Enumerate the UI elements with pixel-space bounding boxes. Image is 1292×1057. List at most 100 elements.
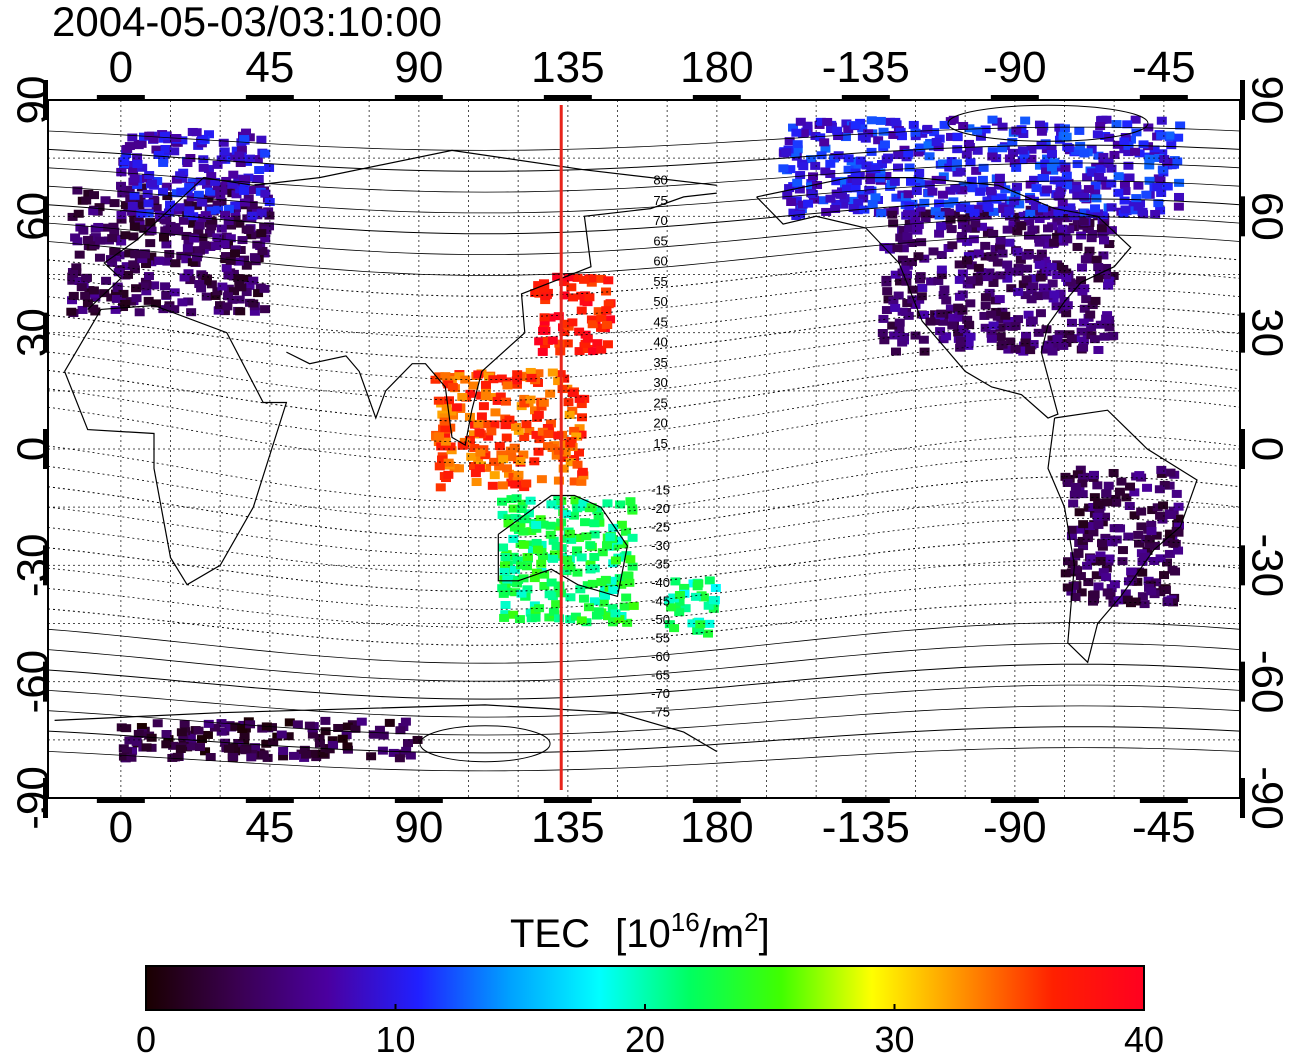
- tec-cell: [1035, 273, 1046, 282]
- tec-cell: [978, 163, 989, 172]
- magnetic-contour: [48, 538, 1240, 593]
- tec-cell: [164, 250, 175, 259]
- tec-cell: [881, 171, 892, 180]
- tec-cell: [1054, 262, 1065, 271]
- contour-label: -65: [651, 668, 670, 683]
- tec-cell: [1079, 304, 1090, 313]
- tec-cell: [200, 211, 211, 220]
- tec-cell: [898, 225, 909, 234]
- tec-cell: [157, 187, 168, 196]
- tec-cell: [791, 128, 802, 137]
- tec-cell: [1165, 529, 1176, 538]
- coastline-path: [497, 494, 629, 598]
- tec-cell: [307, 749, 318, 758]
- tec-cell: [553, 312, 564, 321]
- tec-cell: [891, 193, 902, 202]
- tec-cell: [893, 291, 904, 300]
- tec-cell: [1172, 157, 1183, 166]
- tec-cell: [1065, 203, 1076, 212]
- tec-cell: [537, 427, 548, 436]
- tec-cell: [951, 159, 962, 168]
- right-tick-label: 0: [1242, 437, 1291, 461]
- tec-cell: [1072, 242, 1083, 251]
- tec-cell: [603, 300, 614, 309]
- tec-cell: [1166, 510, 1177, 519]
- tec-cell: [1086, 554, 1097, 563]
- tec-cell: [610, 609, 621, 618]
- tec-cell: [478, 402, 489, 411]
- tec-cell: [966, 261, 977, 270]
- tec-cell: [608, 523, 619, 532]
- tec-cell: [67, 296, 78, 305]
- tec-cell: [1133, 202, 1144, 211]
- tec-cell: [511, 380, 522, 389]
- tec-cell: [88, 207, 99, 216]
- bottom-tick-mark: [990, 798, 1039, 803]
- tec-cell: [189, 234, 200, 243]
- timestamp-title: 2004-05-03/03:10:00: [52, 0, 442, 45]
- tec-cell: [1146, 520, 1157, 529]
- tec-cell: [615, 500, 626, 509]
- tec-cell: [1068, 283, 1079, 292]
- tec-cell: [221, 264, 232, 273]
- contour-label: -15: [651, 483, 670, 498]
- tec-cell: [539, 570, 550, 579]
- tec-cell: [1004, 238, 1015, 247]
- tec-cell: [571, 432, 582, 441]
- tec-cell: [1079, 192, 1090, 201]
- contour-label: 60: [653, 254, 667, 269]
- tec-cell: [534, 435, 545, 444]
- tec-cell: [1028, 274, 1039, 283]
- contour-label: 75: [653, 193, 667, 208]
- tec-cell: [908, 209, 919, 218]
- tec-cell: [1156, 131, 1167, 140]
- tec-cell: [1017, 156, 1028, 165]
- tec-cell: [1063, 143, 1074, 152]
- tec-cell: [523, 509, 534, 518]
- tec-cell: [278, 752, 289, 761]
- tec-cell: [1175, 121, 1186, 130]
- tec-cell: [1041, 345, 1052, 354]
- tec-cell: [1090, 204, 1101, 213]
- tec-cell: [1095, 551, 1106, 560]
- tec-cell: [531, 538, 542, 547]
- tec-cell: [1101, 314, 1112, 323]
- tec-cell: [497, 584, 508, 593]
- tec-cell: [204, 229, 215, 238]
- left-tick-label: 0: [9, 437, 58, 461]
- tec-cell: [433, 396, 444, 405]
- tec-cell: [514, 615, 525, 624]
- tec-cell: [619, 602, 630, 611]
- top-tick-mark: [841, 95, 890, 100]
- tec-cell: [1108, 331, 1119, 340]
- tec-cell: [543, 430, 554, 439]
- tec-cell: [902, 209, 913, 218]
- tec-cell: [545, 530, 556, 539]
- tec-cell: [928, 247, 939, 256]
- right-axis-ticks: 90 60 30 0 -30 -60 -90: [1240, 76, 1291, 830]
- tec-cell: [256, 209, 267, 218]
- tec-cell: [901, 153, 912, 162]
- tec-cell: [565, 458, 576, 467]
- tec-cell: [146, 179, 157, 188]
- tec-cell: [889, 177, 900, 186]
- tec-cell: [572, 568, 583, 577]
- tec-cell: [1052, 217, 1063, 226]
- tec-cell: [176, 187, 187, 196]
- tec-cell: [903, 149, 914, 158]
- tec-cell: [917, 283, 928, 292]
- tec-cell: [132, 153, 143, 162]
- tec-cell: [216, 155, 227, 164]
- tec-cell: [1018, 347, 1029, 356]
- tec-cell: [574, 327, 585, 336]
- tec-cell: [952, 145, 963, 154]
- tec-cell: [135, 194, 146, 203]
- tec-cell: [1165, 468, 1176, 477]
- tec-cell: [806, 182, 817, 191]
- tec-cell: [865, 176, 876, 185]
- tec-cell: [980, 323, 991, 332]
- tec-cell: [551, 541, 562, 550]
- tec-cell: [498, 455, 509, 464]
- tec-cell: [448, 411, 459, 420]
- tec-cell: [1067, 210, 1078, 219]
